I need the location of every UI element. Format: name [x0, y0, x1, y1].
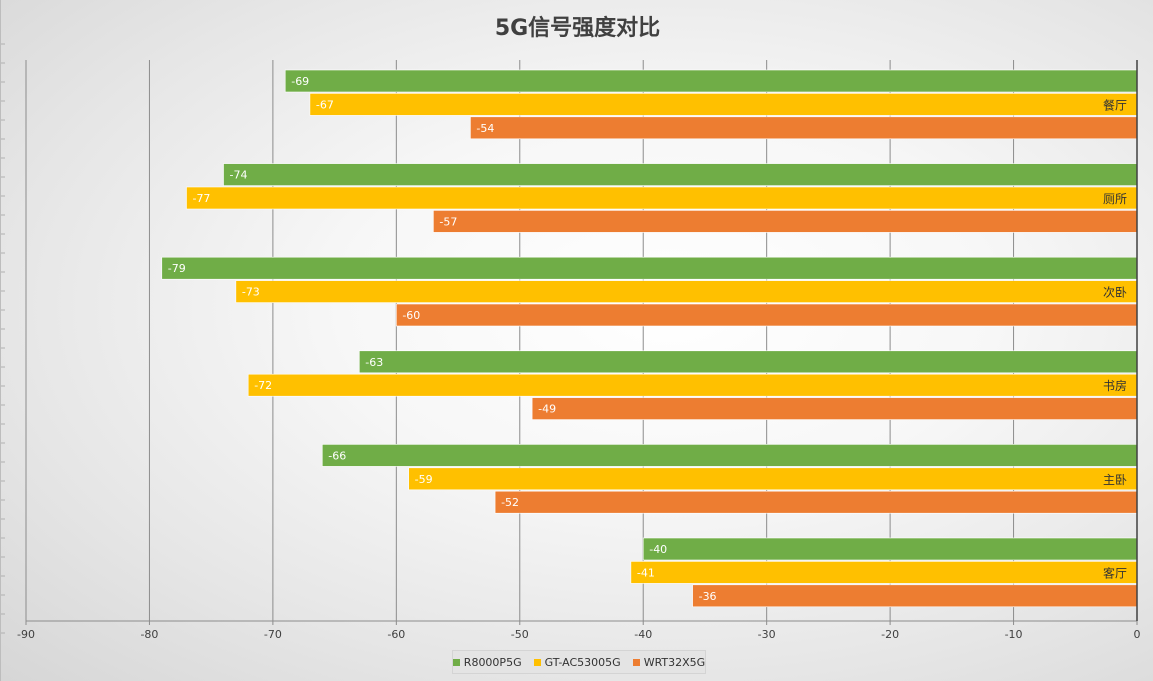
legend-item-gt-ac53005g: GT-AC53005G	[533, 655, 621, 669]
legend-label-wrt32x5g: WRT32X5G	[643, 655, 706, 669]
bar-wrt32x5g-1	[433, 210, 1138, 233]
bar-r8000p5g-4	[321, 444, 1138, 467]
x-tick-label: -70	[264, 628, 282, 641]
legend-swatch-r8000p5g	[452, 658, 460, 666]
legend-swatch-gt-ac53005g	[533, 658, 541, 666]
category-label: 次卧	[1103, 286, 1127, 300]
bar-wrt32x5g-0	[470, 116, 1138, 140]
bar-gt-ac53005g-5	[630, 561, 1138, 584]
data-label: -63	[365, 356, 383, 369]
bar-wrt32x5g-4	[494, 490, 1138, 514]
data-label: -72	[254, 379, 272, 392]
data-label: -60	[402, 309, 420, 322]
legend-swatch-wrt32x5g	[632, 658, 640, 666]
legend-item-r8000p5g: R8000P5G	[452, 655, 522, 669]
bar-gt-ac53005g-2	[235, 280, 1138, 303]
category-label: 厕所	[1103, 192, 1127, 206]
x-tick-label: -10	[1005, 628, 1023, 641]
data-label: -36	[699, 590, 717, 603]
bar-wrt32x5g-2	[396, 303, 1138, 327]
legend-label-r8000p5g: R8000P5G	[463, 655, 522, 669]
data-label: -59	[415, 473, 433, 486]
data-label: -54	[476, 122, 494, 135]
data-label: -77	[192, 192, 210, 205]
x-tick-label: -20	[881, 628, 899, 641]
x-tick-label: -30	[758, 628, 776, 641]
data-label: -79	[168, 262, 186, 275]
x-tick-label: -50	[511, 628, 529, 641]
category-label: 餐厅	[1103, 97, 1127, 112]
category-label: 书房	[1103, 378, 1127, 393]
legend-item-wrt32x5g: WRT32X5G	[632, 655, 706, 669]
legend-label-gt-ac53005g: GT-AC53005G	[544, 655, 621, 669]
x-tick-label: -90	[17, 628, 35, 641]
bar-r8000p5g-0	[284, 69, 1138, 93]
bar-r8000p5g-1	[223, 163, 1138, 186]
x-tick-label: -80	[140, 628, 158, 641]
bar-wrt32x5g-5	[692, 584, 1138, 608]
bar-r8000p5g-3	[358, 350, 1138, 374]
bar-r8000p5g-2	[161, 256, 1138, 280]
data-label: -66	[328, 449, 346, 462]
x-tick-label: 0	[1134, 628, 1141, 641]
data-label: -69	[291, 75, 309, 88]
bar-gt-ac53005g-0	[309, 93, 1138, 116]
data-label: -73	[242, 286, 260, 299]
bar-gt-ac53005g-3	[247, 373, 1138, 397]
bar-wrt32x5g-3	[531, 397, 1138, 420]
data-label: -57	[439, 215, 457, 228]
x-tick-label: -60	[387, 628, 405, 641]
data-label: -67	[316, 98, 334, 111]
data-label: -40	[649, 543, 667, 556]
data-label: -41	[637, 566, 655, 579]
category-label: 客厅	[1103, 565, 1127, 580]
bar-gt-ac53005g-1	[186, 186, 1138, 210]
bar-gt-ac53005g-4	[408, 467, 1138, 491]
category-label: 主卧	[1103, 473, 1127, 487]
x-tick-label: -40	[634, 628, 652, 641]
data-label: -52	[501, 496, 519, 509]
data-label: -49	[538, 403, 556, 416]
data-label: -74	[230, 169, 248, 182]
bar-r8000p5g-5	[642, 537, 1138, 561]
chart-title: 5G信号强度对比	[494, 16, 661, 41]
legend: R8000P5G GT-AC53005G WRT32X5G	[452, 650, 706, 674]
